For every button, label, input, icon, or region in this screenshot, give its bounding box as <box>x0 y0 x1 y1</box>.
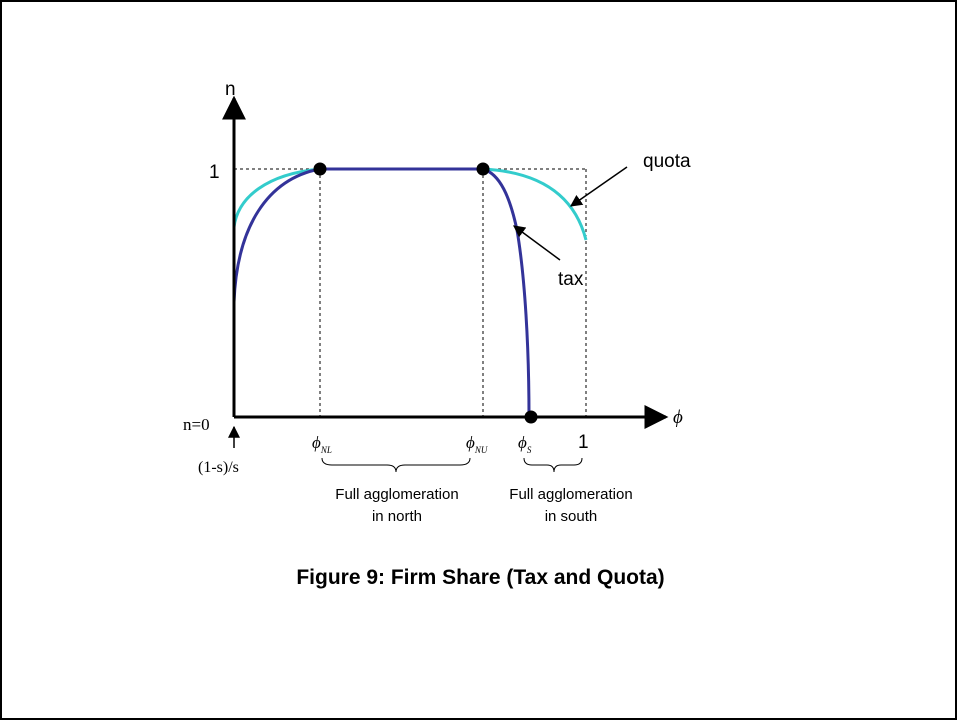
phi-s-subscript: S <box>527 445 532 455</box>
region-south-line2: in south <box>545 508 598 525</box>
phi-nl-label: ϕNL <box>312 433 332 455</box>
y-axis-label: n <box>225 79 236 100</box>
quota-label: quota <box>643 151 691 172</box>
guide-lines <box>234 168 587 417</box>
point-phi-nl <box>313 162 327 176</box>
point-phi-nu <box>476 162 490 176</box>
phi-nl-subscript: NL <box>320 445 332 455</box>
phi-nu-symbol: ϕ <box>466 433 475 452</box>
y-origin-label: n=0 <box>183 415 210 434</box>
brace-north <box>321 457 471 473</box>
x-origin-label: (1-s)/s <box>198 459 239 476</box>
y-top-tick: 1 <box>209 162 220 183</box>
phi-s-symbol: ϕ <box>518 433 527 452</box>
quota-arrow <box>570 166 628 207</box>
phi-nl-symbol: ϕ <box>312 433 321 452</box>
brace-south <box>523 457 583 473</box>
x-end-tick: 1 <box>578 432 589 453</box>
tax-arrow <box>513 225 561 261</box>
point-phi-s <box>524 410 538 424</box>
phi-s-label: ϕS <box>518 433 532 455</box>
region-north-line2: in north <box>372 508 422 525</box>
figure-caption: Figure 9: Firm Share (Tax and Quota) <box>296 566 665 589</box>
quota-curve <box>232 167 588 241</box>
tax-label: tax <box>558 269 584 290</box>
phi-nu-subscript: NU <box>474 445 488 455</box>
phi-nu-label: ϕNU <box>466 433 488 455</box>
region-north-line1: Full agglomeration <box>335 486 458 503</box>
x-axis-label: ϕ <box>673 407 683 428</box>
tax-curve <box>232 167 586 419</box>
region-south-line1: Full agglomeration <box>509 486 632 503</box>
